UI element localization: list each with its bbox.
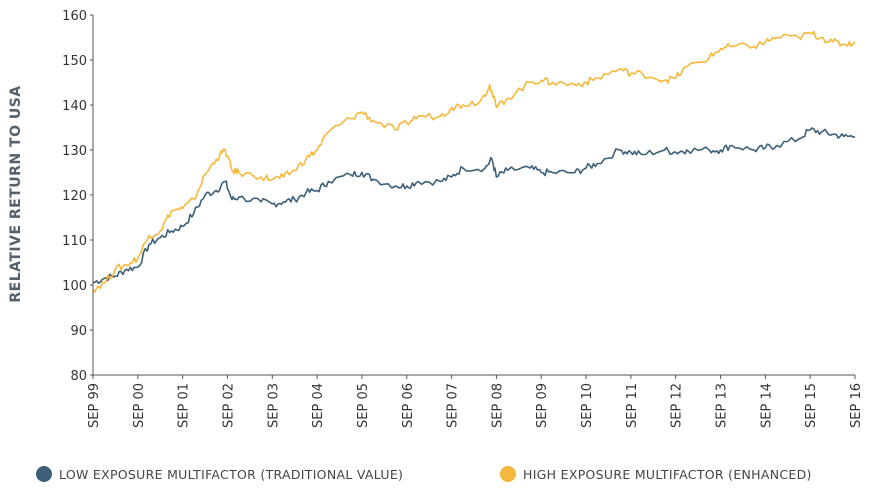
x-tick-label: SEP 13 [715, 383, 730, 428]
y-tick-label: 140 [62, 99, 87, 114]
x-tick-label: SEP 01 [177, 383, 192, 428]
y-tick-label: 110 [62, 234, 87, 249]
legend-label-high-exposure: HIGH EXPOSURE MULTIFACTOR (ENHANCED) [523, 466, 812, 482]
y-tick-label: 130 [62, 144, 87, 159]
x-tick-label: SEP 04 [311, 383, 326, 428]
x-tick-label: SEP 15 [804, 383, 819, 428]
y-tick-label: 150 [62, 54, 87, 69]
y-tick-label: 100 [62, 279, 87, 294]
legend-dot-high-exposure [500, 466, 516, 482]
y-tick-label: 120 [62, 189, 87, 204]
legend: LOW EXPOSURE MULTIFACTOR (TRADITIONAL VA… [0, 466, 870, 490]
x-axis-ticks: SEP 99 SEP 00 SEP 01 SEP 02 SEP 03 SEP 04 SEP … [87, 375, 864, 428]
x-tick-label: SEP 14 [759, 383, 774, 428]
legend-item-low-exposure: LOW EXPOSURE MULTIFACTOR (TRADITIONAL VA… [36, 466, 403, 482]
x-tick-label: SEP 06 [401, 383, 416, 428]
y-tick-label: 80 [70, 369, 87, 384]
x-tick-label: SEP 09 [535, 383, 550, 428]
x-tick-label: SEP 00 [132, 383, 147, 428]
x-tick-label: SEP 02 [221, 383, 236, 428]
legend-item-high-exposure: HIGH EXPOSURE MULTIFACTOR (ENHANCED) [500, 466, 812, 482]
x-tick-label: SEP 05 [356, 383, 371, 428]
x-tick-label: SEP 10 [580, 383, 595, 428]
x-tick-label: SEP 16 [849, 383, 864, 428]
y-axis-label: RELATIVE RETURN TO USA [8, 85, 24, 302]
x-tick-label: SEP 08 [490, 383, 505, 428]
y-tick-label: 90 [70, 324, 87, 339]
x-tick-label: SEP 99 [87, 383, 102, 428]
y-tick-label: 160 [62, 9, 87, 24]
legend-label-low-exposure: LOW EXPOSURE MULTIFACTOR (TRADITIONAL VA… [59, 466, 404, 482]
series-line-high-exposure [92, 30, 856, 293]
legend-dot-low-exposure [36, 466, 52, 482]
series-line-low-exposure [92, 127, 856, 285]
x-tick-label: SEP 11 [625, 383, 640, 428]
x-tick-label: SEP 07 [446, 383, 461, 428]
x-tick-label: SEP 03 [266, 383, 281, 428]
x-tick-label: SEP 12 [670, 383, 685, 428]
series-lines [92, 30, 856, 293]
y-axis-ticks: 80 90 100 110 120 130 140 150 160 [62, 9, 93, 384]
